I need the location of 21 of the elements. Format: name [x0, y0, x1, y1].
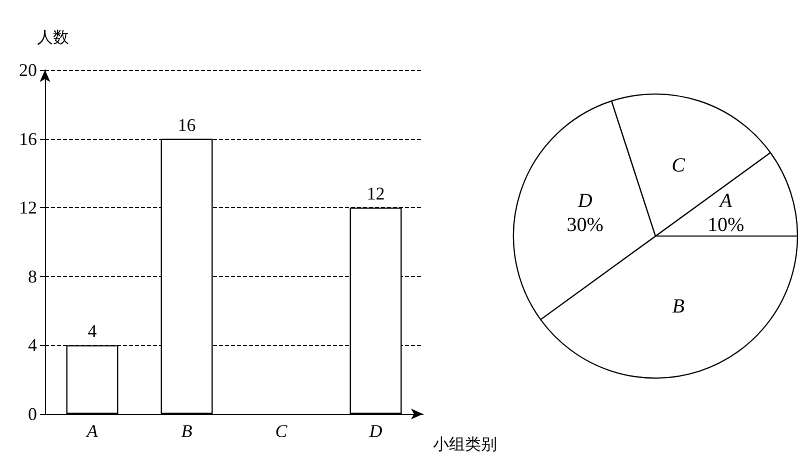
x-tick-label: B [181, 421, 192, 441]
data-label: 4 [88, 321, 97, 342]
data-label: 16 [178, 114, 196, 135]
y-tick-label: 0 [28, 404, 37, 424]
slice-label: A [718, 190, 733, 212]
y-tick-label: 8 [28, 266, 37, 286]
y-tick-label: 20 [19, 60, 37, 80]
y-tick-label: 16 [19, 128, 37, 149]
slice-label: D [576, 190, 593, 212]
y-axis-title: 人数 [37, 28, 69, 46]
slice-label: B [672, 295, 684, 318]
x-tick-label: A [86, 421, 99, 441]
slice-label: C [672, 154, 686, 177]
x-tick-label: D [368, 421, 382, 441]
data-label: 30% [566, 214, 604, 236]
x-tick-label: C [275, 421, 288, 441]
data-label: 12 [366, 184, 385, 204]
y-tick-label: 4 [28, 335, 37, 356]
x-axis-title: 小组类别 [433, 434, 497, 454]
data-label: 10% [708, 214, 744, 236]
y-tick-label: 12 [19, 198, 37, 218]
